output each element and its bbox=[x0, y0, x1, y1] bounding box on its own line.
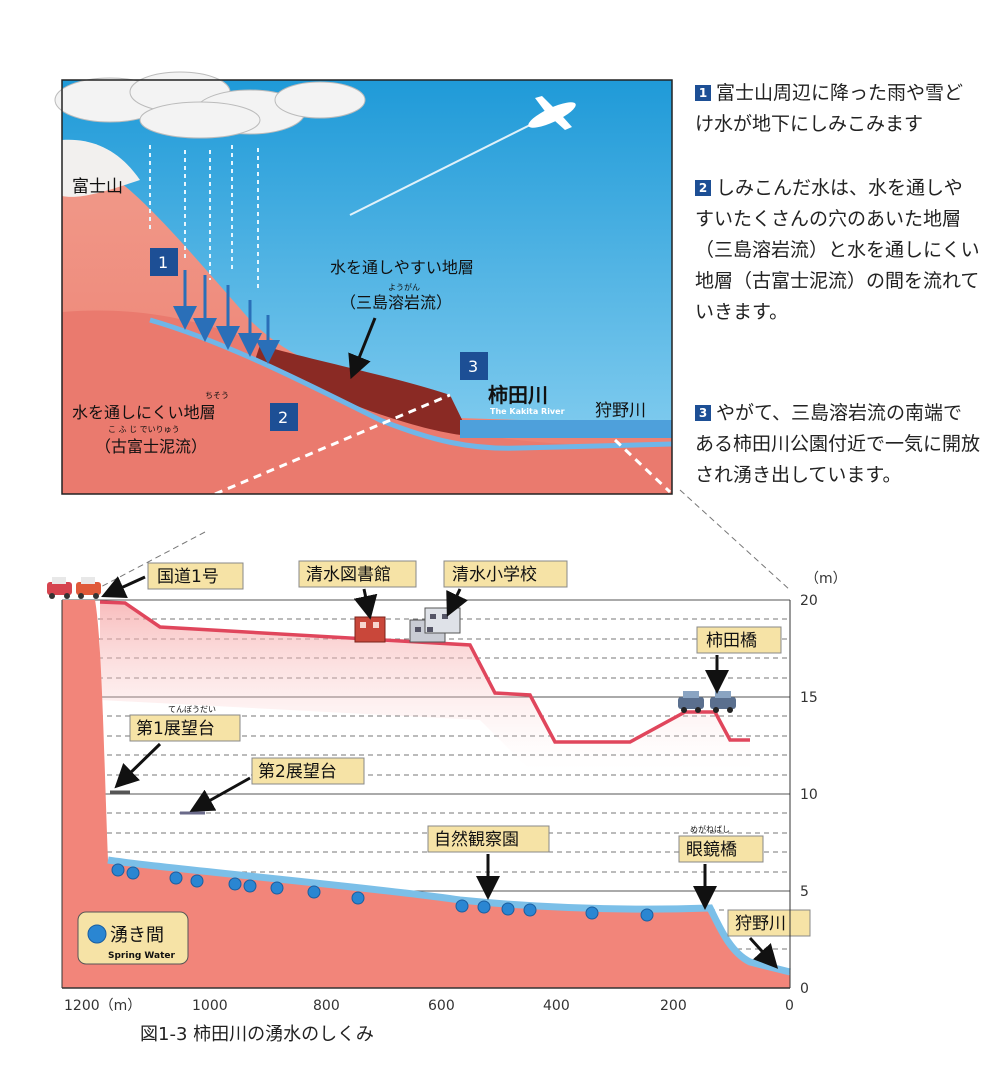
zoom-line-right bbox=[679, 489, 791, 591]
cloud bbox=[54, 71, 366, 139]
route1-box bbox=[147, 562, 244, 590]
label-arrows bbox=[101, 575, 779, 969]
school-building-icon bbox=[409, 607, 461, 643]
explanation-1: 1 富士山周辺に降った雨や雪どけ水が地下にしみこみます bbox=[695, 78, 980, 140]
mishima-lava-label: （三島溶岩流） bbox=[340, 293, 452, 312]
school-box bbox=[443, 560, 568, 588]
kakita-bridge-label: 柿田橋 bbox=[706, 631, 757, 651]
section-line bbox=[214, 393, 451, 496]
svg-text:（m）: （m） bbox=[805, 571, 847, 587]
impermeable-ruby: ちそう bbox=[205, 391, 229, 400]
route1-label: 国道1号 bbox=[157, 567, 219, 587]
x-tick: 1200（m） bbox=[64, 998, 141, 1014]
spring-icons bbox=[111, 863, 654, 922]
y-tick: 15 bbox=[800, 690, 818, 706]
explanation-text: やがて、三島溶岩流の南端である柿田川公園付近で一気に開放され湧き出しています。 bbox=[695, 402, 981, 486]
x-tick-labels: 1200（m） 1000 800 600 400 200 0 bbox=[64, 998, 794, 1014]
y-tick-labels: （m） 20 15 10 5 0 bbox=[800, 571, 847, 997]
cross-section: 富士山 水を通しやすい地層 ようがん （三島溶岩流） 水を通しにくい地層 ちそう… bbox=[54, 71, 673, 496]
observation2-label: 第2展望台 bbox=[258, 762, 337, 782]
kakita-river-label: 柿田川 bbox=[488, 383, 548, 407]
rain bbox=[149, 145, 259, 290]
nature-garden-box bbox=[427, 825, 550, 853]
permeable-layer-label: 水を通しやすい地層 bbox=[330, 258, 474, 277]
megane-bridge-label: 眼鏡橋 bbox=[686, 840, 737, 860]
kano-river-label: 狩野川 bbox=[595, 401, 646, 421]
observation1-ruby: てんぼうだい bbox=[168, 705, 216, 714]
kakita-river-en: The Kakita River bbox=[490, 407, 565, 416]
svg-text:Spring Water: Spring Water bbox=[108, 951, 176, 961]
svg-text:1: 1 bbox=[158, 253, 168, 272]
x-tick: 0 bbox=[785, 998, 794, 1014]
kano-river-profile-label: 狩野川 bbox=[735, 914, 786, 934]
explanation-number: 3 bbox=[695, 405, 711, 421]
snow-cap bbox=[62, 139, 140, 197]
library-building-icon bbox=[354, 616, 386, 643]
river-water bbox=[460, 420, 672, 438]
library-box bbox=[298, 560, 417, 588]
x-tick: 200 bbox=[660, 998, 687, 1014]
x-tick: 1000 bbox=[192, 998, 228, 1014]
groundwater-flow bbox=[149, 317, 673, 451]
explanation-2: 2 しみこんだ水は、水を通しやすいたくさんの穴のあいた地層（三島溶岩流）と水を通し… bbox=[695, 173, 980, 328]
marker-3: 3 bbox=[460, 352, 488, 380]
observation2-box bbox=[251, 757, 365, 785]
nature-garden-label: 自然観察園 bbox=[434, 830, 519, 850]
y-tick: 10 bbox=[800, 787, 818, 803]
x-tick: 600 bbox=[428, 998, 455, 1014]
elevation-profile: 国道1号 清水図書館 清水小学校 柿田橋 第1展望台 てんぼうだい 第2展望台 … bbox=[47, 560, 847, 1014]
explanation-number: 1 bbox=[695, 85, 711, 101]
svg-text:湧き間: 湧き間 bbox=[110, 925, 164, 946]
kofuji-ruby: こ ふ じ でいりゅう bbox=[108, 425, 180, 434]
marker-2: 2 bbox=[270, 403, 298, 431]
y-tick: 20 bbox=[800, 593, 818, 609]
car-icon bbox=[47, 577, 101, 599]
megane-ruby: めがねばし bbox=[690, 824, 730, 834]
megane-bridge-box bbox=[678, 835, 764, 863]
airplane-icon bbox=[349, 96, 576, 216]
kano-river-box bbox=[727, 909, 811, 937]
bridge-cars-icon bbox=[678, 691, 736, 713]
svg-text:2: 2 bbox=[278, 408, 288, 427]
observation1-box bbox=[129, 714, 241, 742]
explanation-number: 2 bbox=[695, 180, 711, 196]
school-label: 清水小学校 bbox=[452, 565, 537, 585]
infiltration-arrows bbox=[173, 270, 280, 364]
explanation-text: 富士山周辺に降った雨や雪どけ水が地下にしみこみます bbox=[695, 82, 964, 135]
spring-legend: 湧き間 Spring Water bbox=[77, 911, 189, 965]
mishima-ruby: ようがん bbox=[388, 282, 420, 292]
explanation-3: 3 やがて、三島溶岩流の南端である柿田川公園付近で一気に開放され湧き出しています。 bbox=[695, 398, 980, 491]
fuji-label: 富士山 bbox=[72, 177, 123, 197]
ground-profile bbox=[62, 600, 790, 988]
svg-text:3: 3 bbox=[468, 357, 478, 376]
section-line-2 bbox=[613, 438, 672, 494]
observation1-label: 第1展望台 bbox=[136, 719, 215, 739]
kakita-bridge-box bbox=[696, 626, 782, 654]
library-label: 清水図書館 bbox=[306, 565, 391, 585]
figure-caption: 図1-3 柿田川の湧水のしくみ bbox=[140, 1024, 374, 1045]
spring-water-line bbox=[107, 856, 791, 976]
spring-icon bbox=[87, 924, 107, 944]
explanation-text: しみこんだ水は、水を通しやすいたくさんの穴のあいた地層（三島溶岩流）と水を通しに… bbox=[695, 177, 980, 323]
marker-1: 1 bbox=[150, 248, 178, 276]
kofuji-mudflow-label: （古富士泥流） bbox=[95, 437, 207, 456]
mishima-lava bbox=[255, 345, 470, 436]
x-tick: 400 bbox=[543, 998, 570, 1014]
y-tick: 0 bbox=[800, 981, 809, 997]
road-profile bbox=[99, 600, 750, 744]
impermeable-layer-label: 水を通しにくい地層 bbox=[72, 403, 216, 422]
y-tick: 5 bbox=[800, 884, 809, 900]
lava-arrow bbox=[348, 317, 377, 380]
road-surface bbox=[100, 602, 750, 770]
x-tick: 800 bbox=[313, 998, 340, 1014]
section-frame bbox=[61, 79, 673, 495]
